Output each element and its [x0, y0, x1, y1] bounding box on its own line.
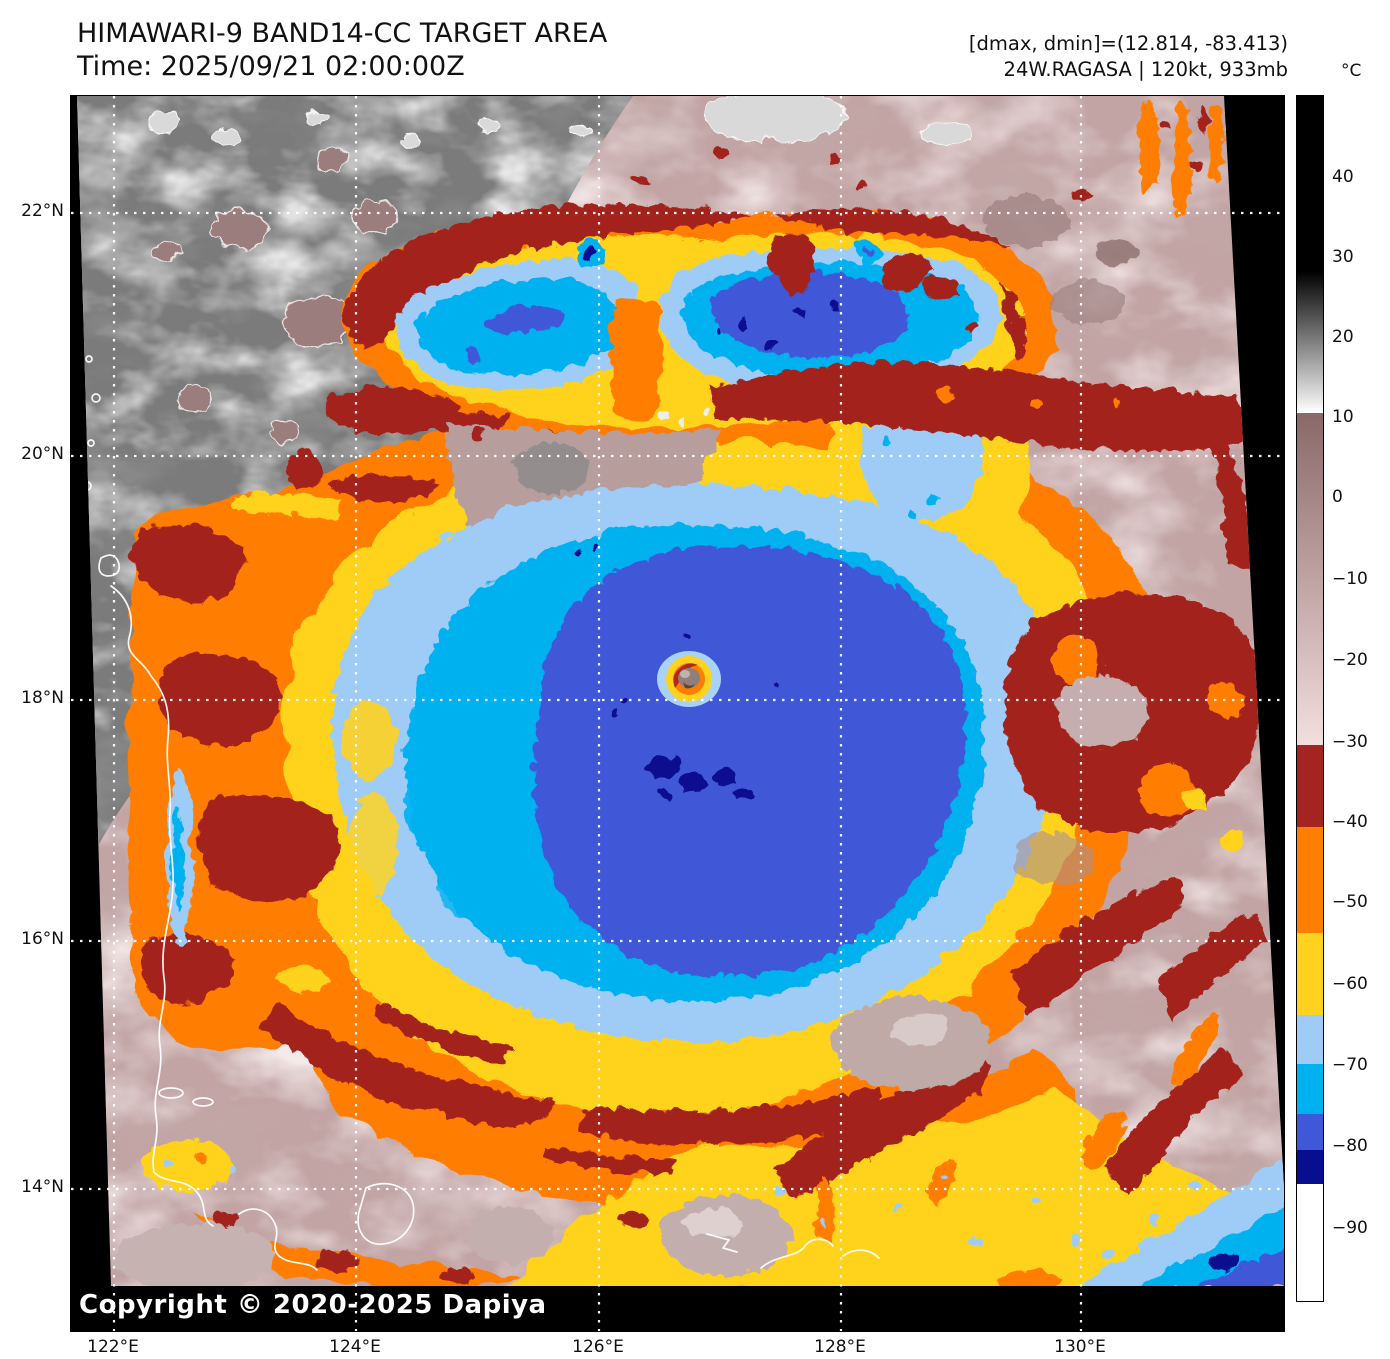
colorbar-segment	[1297, 270, 1323, 413]
colorbar-tick-label: −10	[1332, 569, 1368, 589]
data-swath	[77, 96, 1284, 1286]
colorbar-tick-label: 0	[1332, 487, 1343, 507]
colorbar-tick-label: −40	[1332, 812, 1368, 832]
title-line2: Time: 2025/09/21 02:00:00Z	[77, 51, 465, 82]
lon-tick-label: 128°E	[814, 1337, 866, 1357]
colorbar-tick-label: −60	[1332, 974, 1368, 994]
colorbar-tick-label: 30	[1332, 247, 1354, 267]
dmax-dmin-readout: [dmax, dmin]=(12.814, -83.413)	[968, 32, 1288, 55]
map-area: Copyright © 2020-2025 Dapiya	[70, 95, 1285, 1332]
cloud-tufts	[142, 96, 968, 145]
typhoon-eye	[657, 651, 721, 707]
colorbar-unit-label: °C	[1341, 61, 1362, 81]
colorbar-tick-label: −20	[1332, 650, 1368, 670]
colorbar-tick-label: −30	[1332, 732, 1368, 752]
storm-detail-features	[111, 96, 1284, 1286]
lon-tick-label: 122°E	[87, 1337, 139, 1357]
colorbar-segment	[1297, 1114, 1323, 1151]
storm-info: [dmax, dmin]=(12.814, -83.413) 24W.RAGAS…	[969, 31, 1288, 83]
colorbar-tick-label: −50	[1332, 892, 1368, 912]
lat-tick-label: 22°N	[21, 201, 64, 221]
colorbar-segment	[1297, 827, 1323, 934]
colorbar-segment	[1297, 933, 1323, 1016]
colorbar-segment	[1297, 412, 1323, 746]
colorbar-tick-label: 40	[1332, 167, 1354, 187]
colorbar-segment	[1297, 1184, 1323, 1301]
coastline	[82, 355, 880, 1271]
colorbar	[1296, 95, 1324, 1302]
satellite-image	[71, 96, 1284, 1331]
lon-tick-label: 124°E	[329, 1337, 381, 1357]
lat-tick-label: 20°N	[21, 444, 64, 464]
lat-tick-label: 18°N	[21, 688, 64, 708]
colorbar-segment	[1297, 1063, 1323, 1115]
lat-tick-label: 14°N	[21, 1177, 64, 1197]
colorbar-tick-label: 10	[1332, 407, 1354, 427]
title-line1: HIMAWARI-9 BAND14-CC TARGET AREA	[77, 18, 608, 49]
colorbar-tick-label: 20	[1332, 327, 1354, 347]
colorbar-segment	[1297, 1150, 1323, 1185]
lon-tick-label: 130°E	[1054, 1337, 1106, 1357]
coldest-tops	[570, 541, 774, 798]
colorbar-tick-label: −90	[1332, 1218, 1368, 1238]
colorbar-tick-label: −70	[1332, 1055, 1368, 1075]
colorbar-segment	[1297, 1015, 1323, 1064]
colorbar-segment	[1297, 96, 1323, 271]
lon-tick-label: 126°E	[572, 1337, 624, 1357]
colorbar-tick-label: −80	[1332, 1136, 1368, 1156]
colorbar-segment	[1297, 745, 1323, 828]
copyright-notice: Copyright © 2020-2025 Dapiya	[79, 1290, 547, 1320]
se-corner-cold-patch	[1071, 1154, 1284, 1286]
page-title: HIMAWARI-9 BAND14-CC TARGET AREA Time: 2…	[77, 17, 607, 83]
lat-tick-label: 16°N	[21, 929, 64, 949]
storm-intensity-readout: 24W.RAGASA | 120kt, 933mb	[1003, 58, 1288, 81]
